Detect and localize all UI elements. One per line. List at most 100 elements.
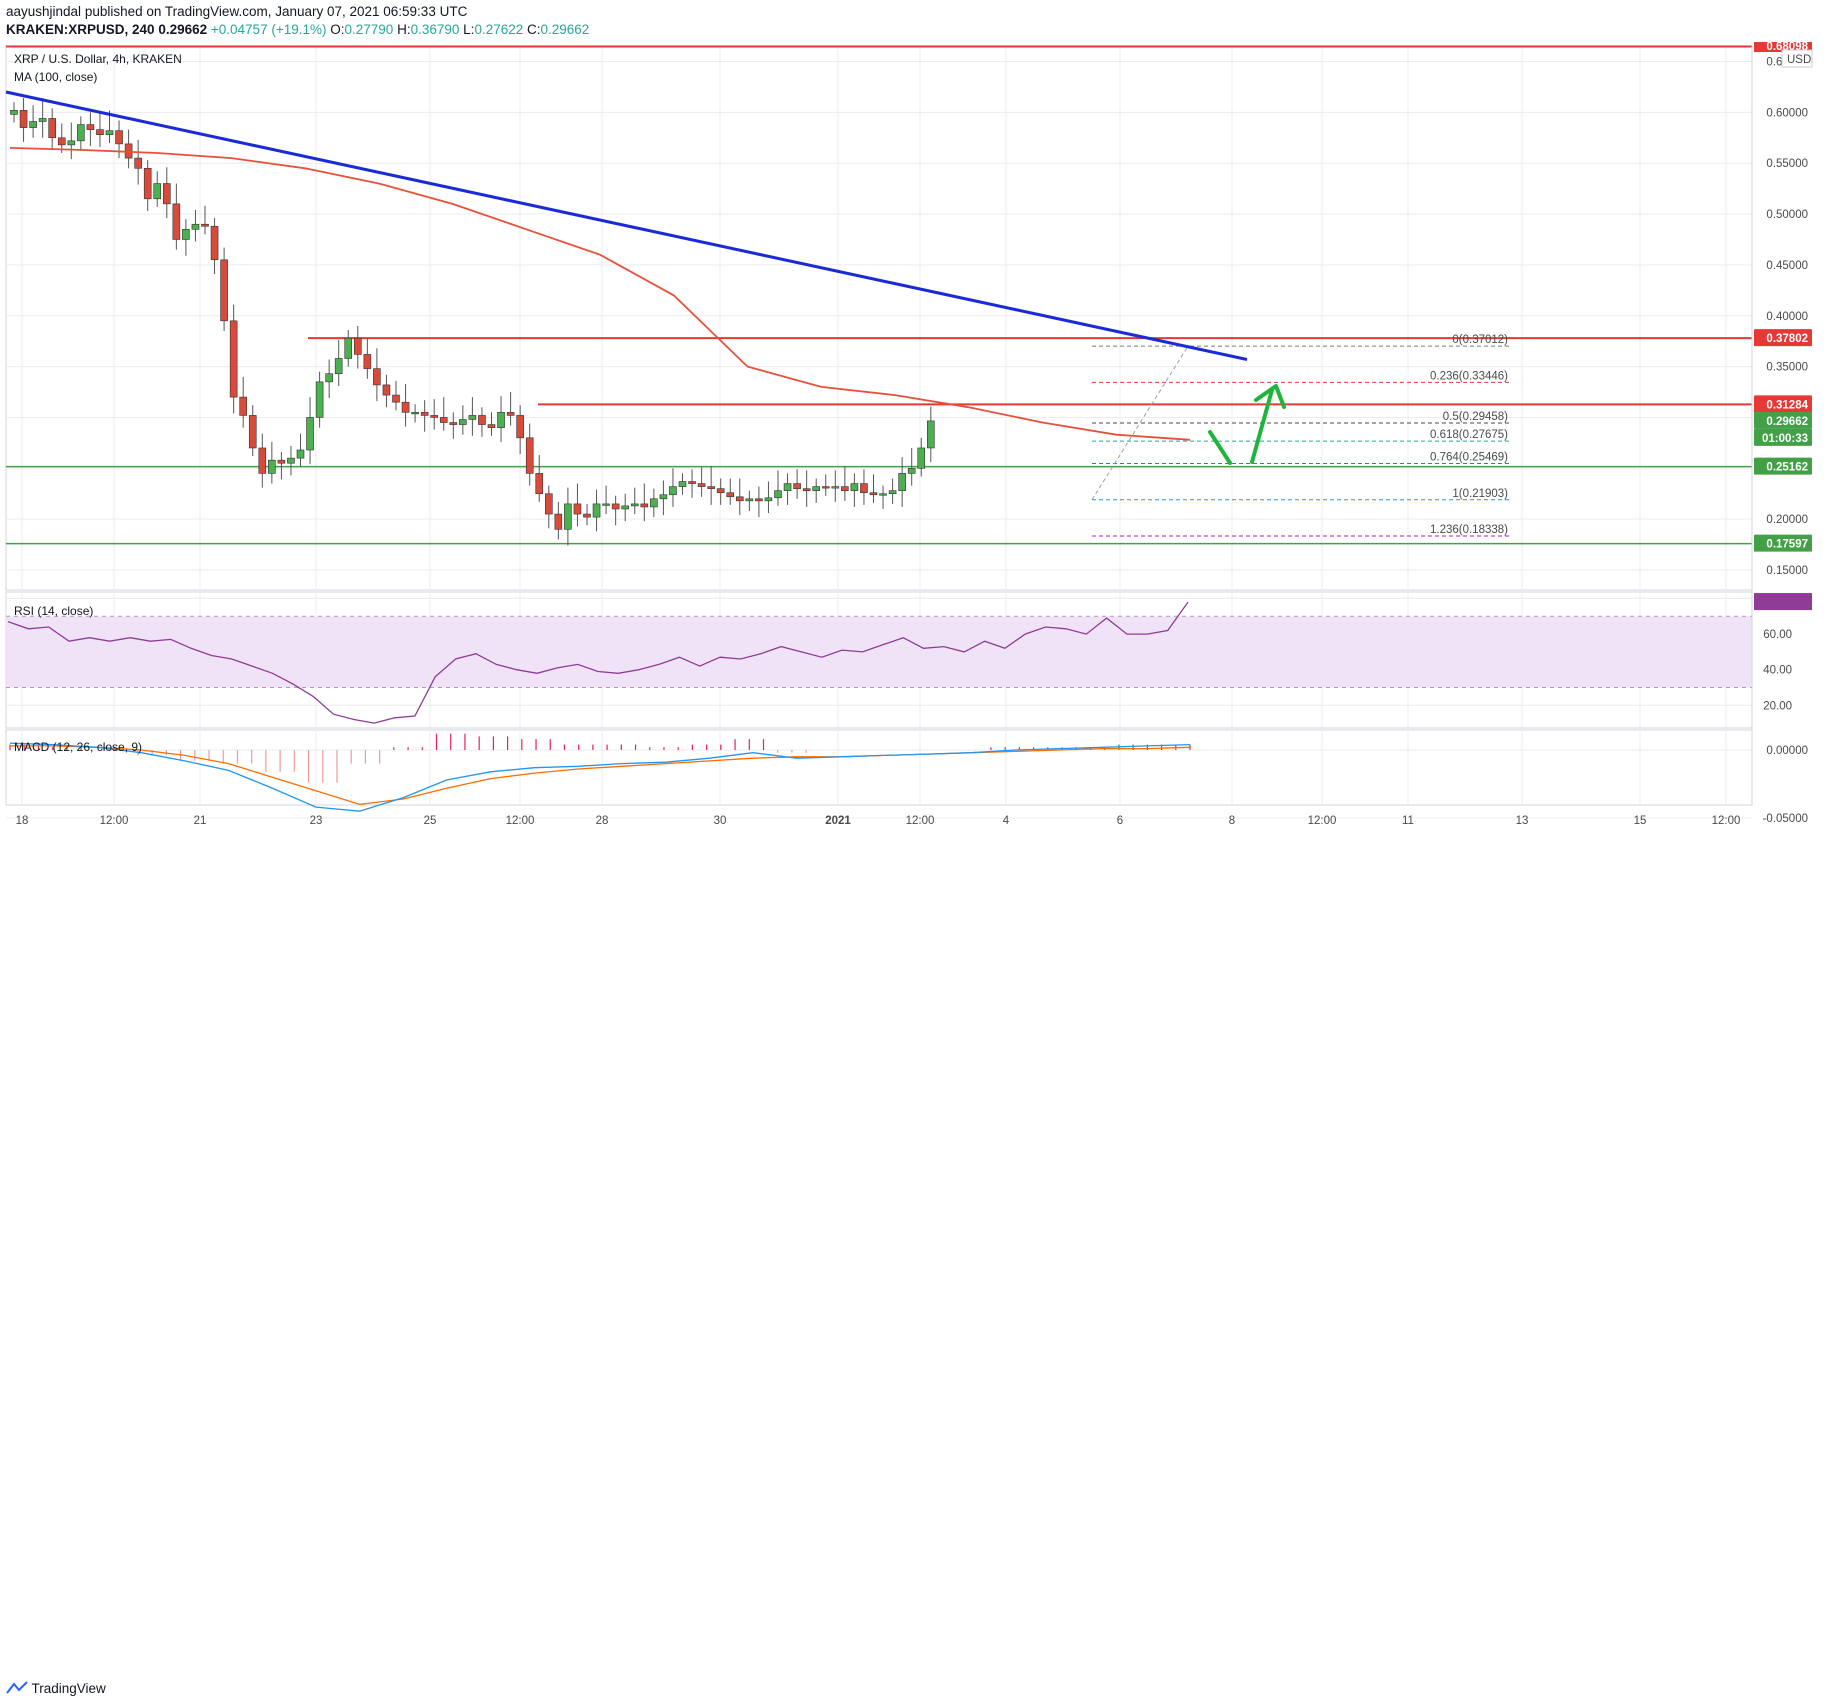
candle-body — [525, 437, 534, 474]
low-value: 0.27622 — [474, 22, 524, 37]
fibonacci-retracement[interactable]: 0(0.37012) 0.236(0.33446) 0.5(0.29458) 0.61… — [1091, 334, 1512, 537]
rsi-tick-label: 20.00 — [1763, 700, 1792, 712]
candle-body — [592, 503, 601, 518]
price-tag-label: 0.17597 — [1766, 539, 1808, 551]
rsi-tick-label: 60.00 — [1763, 629, 1792, 641]
candle-body — [220, 259, 228, 322]
tradingview-brand[interactable]: TradingView — [6, 1681, 106, 1696]
time-tick-label: 12:00 — [100, 815, 129, 827]
price-change: +0.04757 (+19.1%) — [210, 22, 327, 37]
macd-panel-frame — [5, 729, 1753, 806]
candle-body — [821, 486, 830, 489]
candle-body — [850, 483, 859, 491]
rsi-indicator — [7, 601, 1189, 724]
candle-body — [153, 183, 162, 200]
price-tick-label: 0.60000 — [1766, 107, 1808, 119]
candle-body — [630, 503, 639, 507]
candle-body — [268, 459, 276, 474]
candle-body — [611, 503, 620, 510]
last-price: 0.29662 — [158, 22, 208, 37]
candle-body — [583, 513, 591, 518]
candle-body — [841, 486, 849, 491]
macd-line — [9, 742, 1191, 812]
moving-average — [9, 147, 1191, 441]
candle-body — [640, 503, 649, 508]
candle-body — [382, 384, 391, 396]
candle-body — [277, 459, 286, 464]
candle-body — [182, 229, 190, 240]
candle-body — [38, 118, 47, 122]
fib-level-label: 0(0.37012) — [1452, 334, 1508, 346]
chart-header: aayushjindal published on TradingView.co… — [0, 0, 1828, 42]
price-tag-label: 0.37802 — [1766, 333, 1808, 345]
price-tag-box — [1754, 411, 1812, 429]
candle-body — [688, 481, 696, 484]
candle-body — [860, 483, 868, 494]
close-label: C: — [527, 22, 541, 37]
price-tag-box — [1754, 329, 1812, 347]
price-tag-label: 01:00:33 — [1762, 433, 1808, 445]
candle-body — [115, 130, 123, 145]
macd-indicator — [9, 733, 1191, 812]
candle-body — [363, 354, 372, 369]
ma-legend: MA (100, close) — [14, 70, 97, 84]
price-tick-label: 0.40000 — [1766, 311, 1808, 323]
fib-level-label: 1(0.21903) — [1452, 488, 1508, 500]
candle-body — [306, 417, 314, 451]
rsi-panel-title: RSI (14, close) — [14, 604, 93, 618]
candle-body — [296, 449, 305, 459]
price-tag-box — [1754, 534, 1812, 552]
candle-body — [802, 488, 811, 491]
candle-body — [564, 503, 572, 530]
candle-body — [516, 415, 524, 439]
currency-box[interactable] — [1781, 49, 1813, 68]
candle-body — [411, 412, 419, 415]
candle-body — [392, 394, 400, 403]
candlesticks — [10, 98, 935, 546]
candle-body — [105, 130, 114, 136]
price-tick-label: 0.55000 — [1766, 158, 1808, 170]
main-panel-frame — [5, 45, 1753, 591]
candle-body — [248, 415, 257, 449]
rsi-value-tag — [1754, 593, 1812, 611]
fib-level-label: 0.764(0.25469) — [1430, 452, 1508, 464]
candle-body — [831, 486, 840, 489]
trendline[interactable] — [5, 90, 1248, 361]
candle-body — [487, 424, 496, 428]
down-arrow-stroke — [1208, 430, 1232, 465]
macd-panel-title: MACD (12, 26, close, 9) — [14, 740, 142, 754]
candle-body — [554, 513, 563, 530]
candle-body — [420, 412, 429, 416]
price-tick-label: 0.15000 — [1766, 565, 1808, 577]
footer: TradingView — [0, 838, 1828, 1696]
up-arrow-head — [1254, 384, 1286, 409]
arrow-annotations[interactable] — [1208, 384, 1286, 465]
candle-body — [430, 415, 439, 418]
candle-body — [602, 503, 610, 506]
price-tag-box — [1754, 428, 1812, 446]
price-tag-label: 0.31284 — [1766, 399, 1808, 411]
author-name[interactable]: aayushjindal — [6, 4, 82, 19]
price-tag-box — [1754, 395, 1812, 413]
candle-body — [401, 401, 410, 413]
fib-level-label: 1.236(0.18338) — [1430, 524, 1508, 536]
candle-body — [917, 447, 926, 469]
fib-trend-line — [1091, 345, 1189, 501]
candle-body — [10, 110, 18, 115]
candle-body — [48, 118, 57, 139]
candle-body — [506, 412, 515, 416]
candle-body — [315, 381, 324, 418]
candle-body — [172, 203, 181, 240]
time-tick-label: 12:00 — [1712, 815, 1741, 827]
candle-body — [678, 481, 687, 487]
candle-body — [77, 124, 85, 142]
candle-body — [774, 490, 782, 499]
candle-body — [96, 129, 104, 136]
chart-area[interactable]: 0(0.37012) 0.236(0.33446) 0.5(0.29458) 0.61… — [0, 42, 1828, 838]
candle-body — [201, 223, 209, 227]
candle-body — [229, 320, 238, 398]
candle-body — [210, 225, 219, 261]
grid — [5, 45, 1753, 819]
brand-label: TradingView — [31, 1681, 106, 1696]
bearish-trendline — [5, 90, 1248, 361]
